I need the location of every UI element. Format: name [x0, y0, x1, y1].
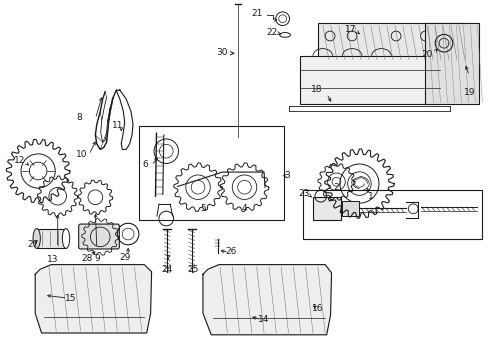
Text: 7: 7 — [164, 255, 170, 264]
Bar — [425, 23, 478, 104]
Text: 25: 25 — [187, 265, 199, 274]
Text: 18: 18 — [310, 85, 322, 94]
Ellipse shape — [33, 229, 40, 248]
Text: 6: 6 — [142, 161, 148, 169]
Bar — [317, 23, 466, 61]
Text: 14: 14 — [258, 315, 269, 324]
Bar — [342, 201, 359, 216]
Bar — [312, 197, 341, 220]
Text: 5: 5 — [200, 203, 205, 212]
Text: 9: 9 — [94, 254, 100, 263]
Bar — [139, 126, 283, 220]
Text: 10: 10 — [76, 150, 87, 158]
Text: 22: 22 — [266, 28, 278, 37]
Text: 24: 24 — [161, 265, 173, 274]
Bar — [299, 56, 439, 104]
Bar — [37, 229, 66, 248]
Text: 12: 12 — [14, 156, 25, 165]
Polygon shape — [203, 265, 331, 335]
Text: 1: 1 — [367, 192, 373, 201]
Text: 29: 29 — [119, 253, 131, 262]
Text: 4: 4 — [241, 203, 247, 212]
Text: 21: 21 — [251, 9, 263, 18]
Text: 28: 28 — [81, 254, 93, 263]
Polygon shape — [35, 265, 151, 333]
Text: 30: 30 — [216, 48, 228, 57]
FancyBboxPatch shape — [79, 224, 119, 249]
Text: 27: 27 — [27, 240, 39, 248]
Bar — [303, 190, 481, 239]
Text: 26: 26 — [224, 247, 236, 256]
Text: 17: 17 — [344, 25, 356, 34]
Text: 3: 3 — [284, 171, 289, 180]
Text: 20: 20 — [420, 50, 432, 59]
Text: 15: 15 — [65, 293, 77, 302]
Text: 8: 8 — [77, 112, 82, 122]
Text: 11: 11 — [111, 121, 123, 130]
Text: 13: 13 — [47, 255, 59, 264]
Text: 16: 16 — [311, 304, 323, 313]
Text: 19: 19 — [463, 88, 474, 97]
Ellipse shape — [62, 229, 70, 248]
Text: 23: 23 — [298, 189, 309, 198]
Text: 2: 2 — [332, 183, 338, 192]
